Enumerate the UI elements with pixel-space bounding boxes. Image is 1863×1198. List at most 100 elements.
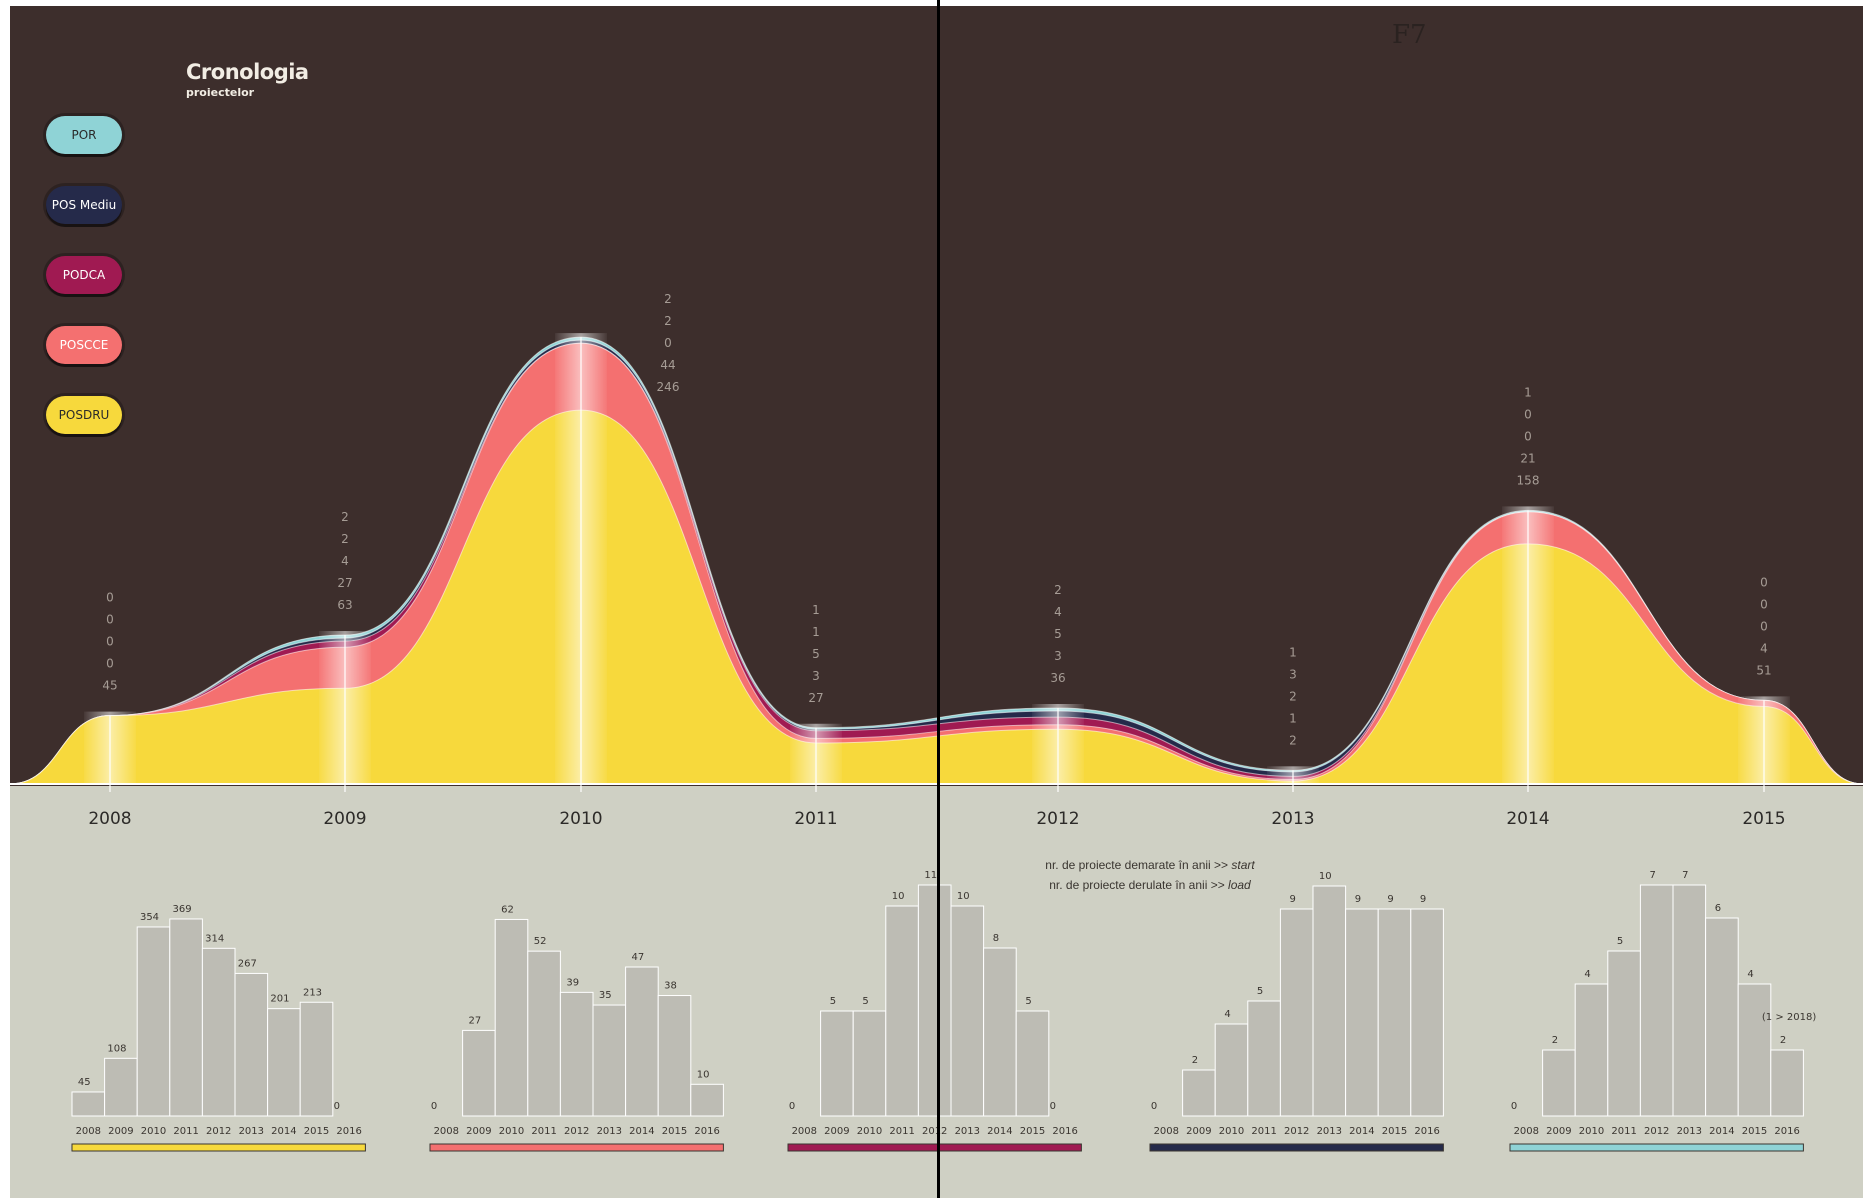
value-label-posdru-2015: 51 bbox=[1756, 663, 1771, 677]
value-label-pos-mediu-2014: 0 bbox=[1524, 407, 1532, 421]
value-label-pos-mediu-2009: 2 bbox=[341, 532, 349, 546]
note-load-keyword: load bbox=[1228, 878, 1251, 892]
value-label-podca-2008: 0 bbox=[106, 635, 114, 649]
bar-tick-poscce-2016: 2016 bbox=[694, 1126, 719, 1137]
bar-value-podca-2010: 5 bbox=[862, 996, 868, 1007]
legend-item-podca[interactable]: PODCA bbox=[46, 256, 122, 294]
bar-pos-mediu-2014 bbox=[1345, 908, 1379, 1117]
bar-value-pos-mediu-2013: 10 bbox=[1319, 871, 1332, 882]
value-label-poscce-2013: 1 bbox=[1289, 711, 1297, 725]
bar-charts: 4520081082009354201036920113142012267201… bbox=[71, 870, 1816, 1152]
value-label-por-2011: 1 bbox=[812, 603, 820, 617]
value-label-podca-2011: 5 bbox=[812, 647, 820, 661]
bar-chart-podca: 0 2008 5 2009 5 2010 10 2011 11 2012 10 2013 8 2014 5 2… bbox=[787, 870, 1082, 1152]
bar-value-posdru-2012: 314 bbox=[205, 933, 224, 944]
bar-value-poscce-2016: 10 bbox=[697, 1069, 710, 1080]
bar-por-2012 bbox=[1639, 884, 1674, 1117]
bar-value-por-2012: 7 bbox=[1650, 870, 1656, 881]
value-label-posdru-2009: 63 bbox=[337, 598, 352, 612]
bar-podca-2013 bbox=[950, 905, 985, 1117]
bar-value-pos-mediu-2010: 4 bbox=[1224, 1009, 1230, 1020]
bar-value-poscce-2011: 52 bbox=[534, 936, 547, 947]
legend-item-poscce[interactable]: POSCCE bbox=[46, 326, 122, 364]
value-label-poscce-2008: 0 bbox=[106, 657, 114, 671]
value-label-posdru-2012: 36 bbox=[1050, 671, 1065, 685]
bar-value-pos-mediu-2008: 0 bbox=[1151, 1101, 1157, 1112]
bar-tick-poscce-2010: 2010 bbox=[499, 1126, 524, 1137]
bar-tick-podca-2009: 2009 bbox=[824, 1126, 849, 1137]
value-label-posdru-2008: 45 bbox=[102, 679, 117, 693]
bar-posdru-2009 bbox=[104, 1057, 138, 1117]
bar-tick-poscce-2014: 2014 bbox=[629, 1126, 654, 1137]
bar-poscce-2011 bbox=[527, 950, 561, 1117]
bar-tick-pos-mediu-2014: 2014 bbox=[1349, 1126, 1374, 1137]
bar-pos-mediu-2016 bbox=[1410, 908, 1444, 1117]
bar-value-podca-2015: 5 bbox=[1025, 996, 1031, 1007]
bar-tick-podca-2014: 2014 bbox=[987, 1126, 1012, 1137]
value-label-pos-mediu-2013: 3 bbox=[1289, 667, 1297, 681]
bar-value-por-2008: 0 bbox=[1511, 1101, 1517, 1112]
bar-tick-posdru-2015: 2015 bbox=[304, 1126, 329, 1137]
bar-value-poscce-2008: 0 bbox=[431, 1101, 437, 1112]
value-label-por-2010: 2 bbox=[664, 292, 672, 306]
value-label-poscce-2014: 21 bbox=[1520, 451, 1535, 465]
bar-value-podca-2014: 8 bbox=[993, 933, 999, 944]
bar-pos-mediu-2010 bbox=[1214, 1023, 1249, 1117]
bar-tick-podca-2015: 2015 bbox=[1020, 1126, 1045, 1137]
bar-tick-podca-2013: 2013 bbox=[955, 1126, 980, 1137]
legend-item-pos-mediu[interactable]: POS Mediu bbox=[46, 186, 122, 224]
bar-tick-pos-mediu-2016: 2016 bbox=[1414, 1126, 1439, 1137]
note-start-keyword: start bbox=[1231, 858, 1255, 872]
bar-tick-por-2010: 2010 bbox=[1579, 1126, 1604, 1137]
value-label-poscce-2011: 3 bbox=[812, 669, 820, 683]
year-highlight-bands bbox=[84, 333, 1790, 792]
bar-podca-2012 bbox=[917, 884, 952, 1117]
bar-value-pos-mediu-2009: 2 bbox=[1192, 1055, 1198, 1066]
value-label-por-2014: 1 bbox=[1524, 385, 1532, 399]
bar-tick-por-2015: 2015 bbox=[1742, 1126, 1767, 1137]
bar-posdru-2012 bbox=[201, 947, 236, 1117]
legend-item-por[interactable]: POR bbox=[46, 116, 122, 154]
value-label-por-2009: 2 bbox=[341, 510, 349, 524]
bar-tick-podca-2010: 2010 bbox=[857, 1126, 882, 1137]
bar-posdru-2015 bbox=[299, 1001, 334, 1117]
bar-chart-pos-mediu: 0 2008 2 2009 4 2010 5 2011 9 2012 10 2013 9 2014 9 201… bbox=[1149, 871, 1444, 1152]
bar-tick-posdru-2016: 2016 bbox=[336, 1126, 361, 1137]
bar-chart-color-key-posdru bbox=[71, 1143, 366, 1152]
bar-tick-pos-mediu-2012: 2012 bbox=[1284, 1126, 1309, 1137]
bar-value-posdru-2015: 213 bbox=[303, 987, 322, 998]
bar-chart-note: nr. de proiecte demarate în anii >> star… bbox=[1020, 855, 1280, 895]
value-label-podca-2014: 0 bbox=[1524, 429, 1532, 443]
value-label-pos-mediu-2011: 1 bbox=[812, 625, 820, 639]
value-label-poscce-2015: 4 bbox=[1760, 641, 1768, 655]
bar-tick-podca-2012: 2012 bbox=[922, 1126, 947, 1137]
bar-value-posdru-2010: 354 bbox=[140, 912, 159, 923]
bar-tick-pos-mediu-2008: 2008 bbox=[1154, 1126, 1179, 1137]
bar-value-por-2009: 2 bbox=[1552, 1035, 1558, 1046]
value-label-posdru-2014: 158 bbox=[1517, 473, 1540, 487]
bar-value-posdru-2011: 369 bbox=[173, 904, 192, 915]
bar-value-posdru-2013: 267 bbox=[238, 958, 257, 969]
bar-value-podca-2016: 0 bbox=[1050, 1101, 1056, 1112]
bar-tick-posdru-2009: 2009 bbox=[108, 1126, 133, 1137]
bar-por-2009 bbox=[1542, 1049, 1576, 1117]
bar-posdru-2011 bbox=[169, 918, 203, 1117]
x-tick-2012: 2012 bbox=[1036, 809, 1079, 829]
page-divider bbox=[937, 0, 940, 1198]
bar-value-por-2016: 2 bbox=[1780, 1035, 1786, 1046]
bar-tick-podca-2011: 2011 bbox=[889, 1126, 914, 1137]
bar-value-podca-2008: 0 bbox=[789, 1101, 795, 1112]
bar-poscce-2012 bbox=[559, 991, 594, 1117]
bar-tick-pos-mediu-2010: 2010 bbox=[1219, 1126, 1244, 1137]
bar-value-pos-mediu-2011: 5 bbox=[1257, 986, 1263, 997]
bar-value-poscce-2014: 47 bbox=[632, 952, 645, 963]
bar-value-por-2013: 7 bbox=[1682, 870, 1688, 881]
value-label-poscce-2009: 27 bbox=[337, 576, 352, 590]
bar-value-pos-mediu-2016: 9 bbox=[1420, 894, 1426, 905]
legend-item-posdru[interactable]: POSDRU bbox=[46, 396, 122, 434]
bar-tick-poscce-2012: 2012 bbox=[564, 1126, 589, 1137]
bar-tick-posdru-2012: 2012 bbox=[206, 1126, 231, 1137]
value-label-posdru-2011: 27 bbox=[808, 691, 823, 705]
bar-value-pos-mediu-2012: 9 bbox=[1290, 894, 1296, 905]
bar-pos-mediu-2011 bbox=[1247, 1000, 1281, 1117]
